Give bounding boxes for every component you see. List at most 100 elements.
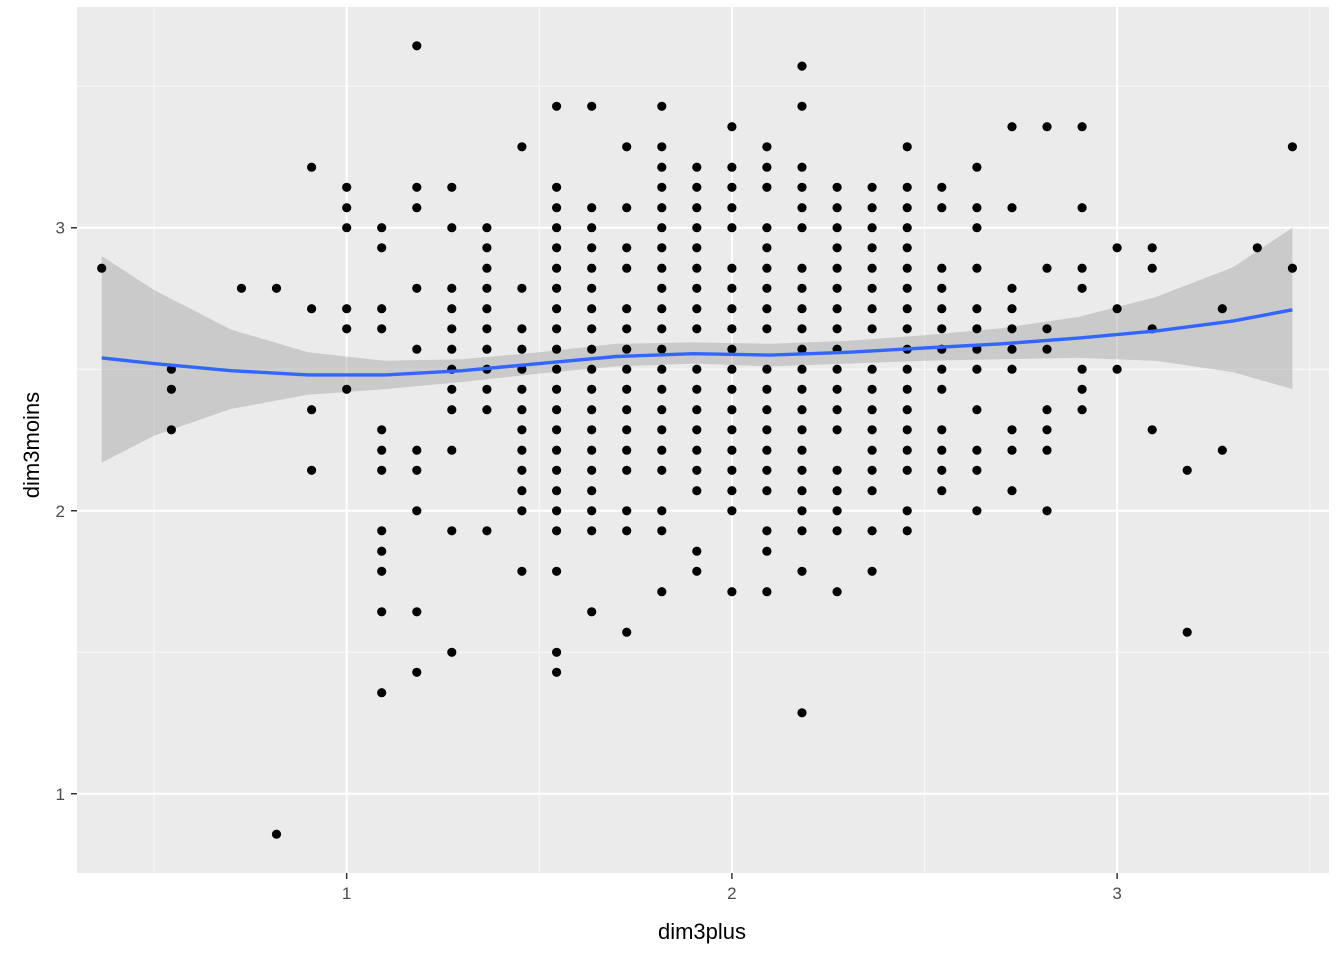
data-point — [657, 324, 667, 334]
data-point — [307, 405, 317, 415]
data-point — [902, 263, 912, 273]
data-point — [797, 526, 807, 536]
data-point — [517, 405, 527, 415]
data-point — [867, 405, 877, 415]
data-point — [657, 587, 667, 597]
data-point — [552, 647, 562, 657]
data-point — [972, 324, 982, 334]
data-point — [377, 688, 387, 698]
data-point — [762, 546, 772, 556]
data-point — [902, 223, 912, 233]
data-point — [657, 526, 667, 536]
data-point — [587, 506, 597, 516]
data-point — [1007, 283, 1017, 293]
data-point — [972, 445, 982, 455]
data-point — [587, 405, 597, 415]
data-point — [1042, 425, 1052, 435]
data-point — [377, 223, 387, 233]
data-point — [622, 203, 632, 213]
data-point — [552, 182, 562, 192]
data-point — [552, 405, 562, 415]
data-point — [832, 384, 842, 394]
data-points — [97, 41, 1297, 839]
data-point — [552, 486, 562, 496]
data-point — [412, 203, 422, 213]
data-point — [972, 263, 982, 273]
data-point — [867, 486, 877, 496]
data-point — [727, 425, 737, 435]
data-point — [797, 304, 807, 314]
data-point — [727, 304, 737, 314]
data-point — [902, 304, 912, 314]
data-point — [412, 283, 422, 293]
data-point — [797, 283, 807, 293]
data-point — [1007, 324, 1017, 334]
data-point — [587, 304, 597, 314]
data-point — [867, 465, 877, 475]
data-point — [412, 667, 422, 677]
data-point — [482, 405, 492, 415]
data-point — [797, 223, 807, 233]
data-point — [622, 243, 632, 253]
data-point — [657, 384, 667, 394]
data-point — [1112, 243, 1122, 253]
data-point — [832, 304, 842, 314]
data-point — [867, 203, 877, 213]
data-point — [867, 182, 877, 192]
smooth-line — [101, 308, 1293, 377]
data-point — [587, 243, 597, 253]
data-point — [412, 465, 422, 475]
data-point — [797, 506, 807, 516]
data-point — [797, 384, 807, 394]
data-point — [797, 425, 807, 435]
data-point — [762, 304, 772, 314]
data-point — [342, 203, 352, 213]
data-point — [727, 203, 737, 213]
data-point — [587, 283, 597, 293]
data-point — [377, 607, 387, 617]
x-tick-label: 1 — [342, 884, 351, 903]
data-point — [797, 162, 807, 172]
data-point — [657, 344, 667, 354]
data-point — [832, 203, 842, 213]
x-tick-label: 3 — [1112, 884, 1121, 903]
data-point — [517, 283, 527, 293]
data-point — [447, 384, 457, 394]
data-point — [937, 465, 947, 475]
data-point — [657, 364, 667, 374]
data-point — [902, 465, 912, 475]
data-point — [727, 486, 737, 496]
data-point — [447, 324, 457, 334]
data-point — [1217, 304, 1227, 314]
data-point — [587, 263, 597, 273]
data-point — [657, 304, 667, 314]
data-point — [657, 283, 667, 293]
data-point — [1007, 203, 1017, 213]
data-point — [762, 243, 772, 253]
data-point — [762, 162, 772, 172]
minor-gridlines — [77, 7, 1329, 873]
data-point — [867, 384, 877, 394]
data-point — [902, 384, 912, 394]
data-point — [622, 142, 632, 152]
data-point — [797, 263, 807, 273]
data-point — [412, 182, 422, 192]
data-point — [657, 101, 667, 111]
data-point — [1077, 203, 1087, 213]
data-point — [482, 526, 492, 536]
data-point — [552, 506, 562, 516]
data-point — [552, 223, 562, 233]
data-point — [482, 243, 492, 253]
data-point — [797, 344, 807, 354]
y-axis-title: dim3moins — [19, 392, 44, 498]
data-point — [447, 405, 457, 415]
data-point — [692, 243, 702, 253]
data-point — [692, 546, 702, 556]
data-point — [867, 364, 877, 374]
data-point — [972, 223, 982, 233]
data-point — [517, 344, 527, 354]
data-point — [412, 445, 422, 455]
data-point — [1007, 364, 1017, 374]
data-point — [1007, 304, 1017, 314]
data-point — [692, 445, 702, 455]
